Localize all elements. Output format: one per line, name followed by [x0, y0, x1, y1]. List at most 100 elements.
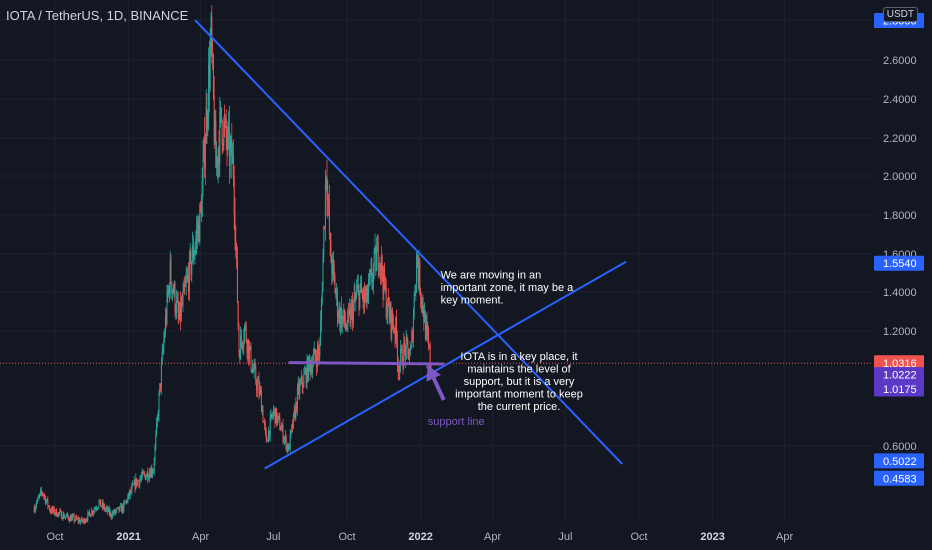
candle-body: [263, 421, 265, 423]
candle-body: [370, 268, 372, 272]
candle-body: [240, 335, 242, 360]
candle-body: [48, 506, 50, 510]
candle-body: [190, 251, 192, 275]
candle-body: [155, 434, 157, 447]
candle-body: [210, 16, 212, 48]
currency-badge[interactable]: USDT: [882, 7, 918, 22]
candle-body: [44, 496, 46, 504]
arrow-head: [426, 365, 441, 382]
candle-body: [204, 138, 206, 169]
candle-body: [204, 143, 206, 169]
candle-body: [367, 293, 369, 302]
candle-body: [258, 380, 260, 394]
candle-body: [285, 436, 287, 450]
candle-body: [197, 221, 199, 233]
candle-body: [312, 363, 314, 373]
annotation-line: maintains the level of: [467, 363, 571, 375]
candle-body: [319, 344, 321, 356]
candle-body: [109, 511, 111, 515]
candle-body: [144, 474, 146, 480]
candle-body: [261, 409, 263, 412]
candle-body: [371, 268, 373, 283]
candle-body: [42, 492, 44, 496]
candle-body: [82, 521, 84, 523]
candle-body: [108, 508, 110, 513]
candle-body: [388, 306, 390, 319]
candle-body: [156, 416, 158, 423]
candle-body: [357, 285, 359, 287]
candle-body: [112, 512, 114, 518]
candle-body: [64, 517, 66, 518]
candle-body: [309, 362, 311, 373]
candle-body: [260, 390, 262, 412]
candle-body: [276, 417, 278, 424]
trendline-resistance: [194, 19, 623, 465]
candle-body: [423, 312, 425, 323]
candle-body: [100, 506, 102, 507]
candle-body: [294, 410, 296, 419]
candle-body: [328, 202, 330, 236]
candle-body: [374, 247, 376, 251]
candle-body: [211, 16, 213, 52]
candle-body: [37, 497, 39, 499]
candle-body: [338, 307, 340, 319]
candle-body: [201, 181, 203, 217]
time-axis[interactable]: Oct 2021 Apr Jul Oct 2022 Apr Jul Oct 2023 Apr: [46, 531, 793, 543]
candle-body: [245, 325, 247, 341]
candle-body: [408, 355, 410, 360]
time-tick-label: Jul: [558, 531, 572, 543]
candle-body: [56, 509, 58, 517]
candle-body: [270, 414, 272, 418]
candle-body: [373, 250, 375, 268]
candle-body: [96, 508, 98, 510]
candle-body: [119, 506, 121, 511]
candle-body: [326, 176, 328, 201]
candle-body: [308, 356, 310, 363]
annotation-line: the current price.: [478, 401, 561, 413]
time-tick-label: 2023: [700, 531, 724, 543]
candle-body: [206, 107, 208, 128]
price-tag-label: 1.0175: [883, 384, 917, 396]
candle-body: [159, 383, 161, 394]
candle-body: [228, 126, 230, 131]
candle-body: [342, 315, 344, 319]
candle-body: [68, 516, 70, 520]
candle-body: [400, 348, 402, 364]
candle-body: [63, 513, 65, 518]
candle-body: [413, 294, 415, 317]
candle-body: [315, 356, 317, 360]
price-tag: 1.5540: [874, 255, 924, 271]
candle-body: [380, 263, 382, 272]
price-tag: 1.0222: [874, 367, 924, 383]
candle-body: [280, 429, 282, 431]
candle-body: [188, 254, 190, 292]
candle-body: [275, 408, 277, 424]
candle-body: [200, 207, 202, 217]
candle-body: [36, 502, 38, 507]
candles: [33, 5, 432, 525]
candle-body: [207, 116, 209, 128]
candle-body: [313, 348, 315, 355]
price-tick-label: 1.8000: [883, 210, 917, 222]
candle-body: [403, 342, 405, 367]
candle-body: [308, 356, 310, 381]
candle-body: [337, 317, 339, 319]
price-tag-label: 0.5022: [883, 456, 917, 468]
candle-body: [120, 505, 122, 512]
drawings[interactable]: [0, 19, 872, 470]
candle-body: [117, 506, 119, 508]
candle-body: [412, 316, 414, 340]
candle-body: [123, 502, 125, 511]
candle-body: [181, 302, 183, 305]
candle-body: [392, 310, 394, 324]
candle-body: [376, 242, 378, 252]
candle-body: [189, 251, 191, 255]
candle-body: [74, 520, 76, 521]
candle-body: [200, 204, 202, 208]
candle-body: [393, 330, 395, 332]
candle-body: [232, 154, 234, 164]
candle-body: [412, 331, 414, 340]
candle-body: [328, 197, 330, 203]
price-tag-bg: [874, 255, 924, 271]
